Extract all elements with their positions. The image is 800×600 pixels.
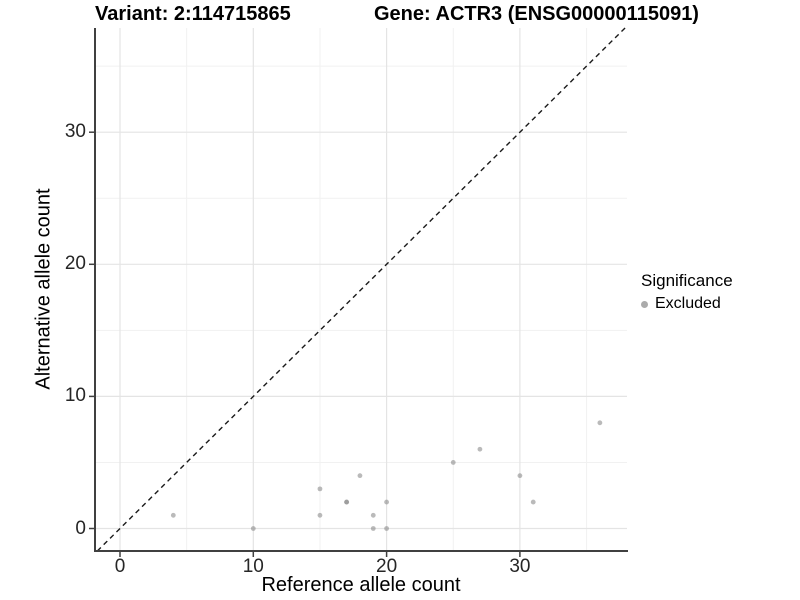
x-tick-label: 0 [114,556,126,577]
x-tick-label: 30 [509,556,531,577]
legend: Significance Excluded [641,271,733,313]
data-point [384,499,389,505]
legend-point-icon [641,300,648,308]
data-point [317,486,323,492]
data-point [344,499,350,505]
identity-dashed-line [96,27,626,552]
data-point [250,526,256,531]
data-point [370,512,376,518]
data-point [597,420,603,426]
legend-title: Significance [641,271,733,290]
variant-title: Variant: 2:114715865 [95,3,291,25]
data-point [477,446,483,452]
data-point [170,512,176,518]
x-tick-label: 20 [376,556,398,577]
data-point [517,473,523,479]
legend-entry-label: Excluded [655,295,721,312]
data-point [450,460,456,465]
y-tick-label: 0 [75,517,86,539]
y-tick-label: 30 [64,121,86,143]
y-tick-label: 20 [64,253,86,275]
data-point [317,512,323,518]
data-point [370,526,376,531]
data-point [357,473,363,479]
data-point [530,499,536,505]
legend-entry-excluded: Excluded [641,295,733,313]
x-axis-title: Reference allele count [261,574,461,596]
y-tick-label: 10 [64,385,86,407]
x-tick-label: 10 [242,556,264,577]
data-point [384,526,389,531]
y-axis-title: Alternative allele count [32,188,55,390]
gene-title: Gene: ACTR3 (ENSG00000115091) [374,3,699,25]
